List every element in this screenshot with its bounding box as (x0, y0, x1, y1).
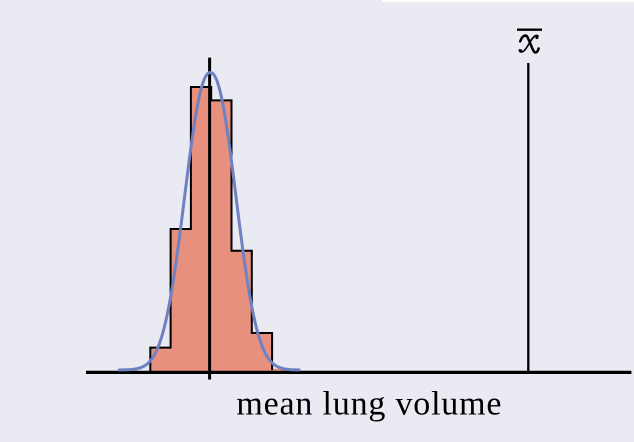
svg-text:mean lung volume: mean lung volume (236, 386, 502, 423)
